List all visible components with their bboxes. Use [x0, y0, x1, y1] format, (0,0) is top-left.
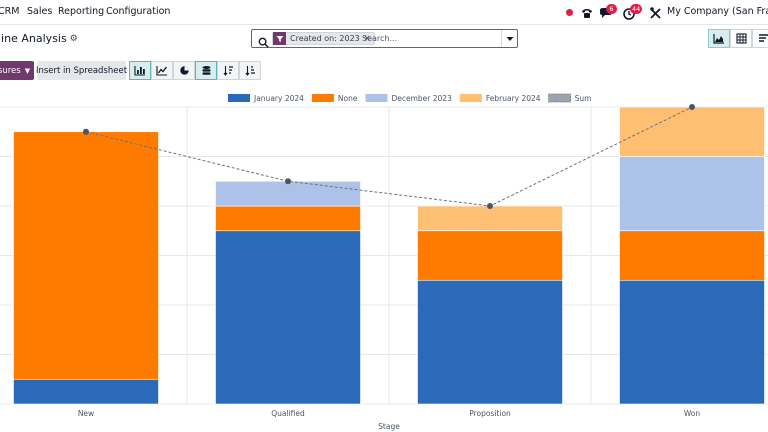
- legend-swatch: [311, 94, 334, 102]
- activity-badge: 44: [630, 4, 643, 14]
- legend-swatch: [365, 94, 388, 102]
- chat-badge: 6: [606, 4, 617, 14]
- pie-chart-button[interactable]: [173, 61, 195, 80]
- filter-icon: [273, 32, 286, 45]
- list-view-button[interactable]: [752, 29, 768, 48]
- legend-swatch: [228, 94, 250, 102]
- activity-dot[interactable]: [566, 9, 573, 16]
- bar-segment[interactable]: [417, 205, 563, 232]
- bar-segment[interactable]: [619, 106, 765, 157]
- menu-reporting[interactable]: Reporting: [58, 6, 105, 17]
- bar-segment[interactable]: [13, 378, 159, 405]
- pie-chart-icon: [179, 66, 189, 75]
- legend-label: December 2023: [391, 94, 452, 103]
- sum-point: [83, 128, 89, 135]
- clock-icon[interactable]: [621, 5, 637, 21]
- bar-chart-button[interactable]: [129, 61, 151, 80]
- stacked-bar-chart[interactable]: New Qualified Proposition Won Stage January 2…: [0, 88, 768, 432]
- x-axis-label: Stage: [378, 422, 400, 431]
- search-bar[interactable]: Created on: 2023 ✕: [251, 29, 518, 48]
- bar-chart-icon: [134, 66, 145, 76]
- stacked-toggle-button[interactable]: [195, 61, 217, 80]
- bar-segment[interactable]: [619, 230, 765, 281]
- line-chart-icon: [156, 66, 168, 76]
- page-title-text: line Analysis: [0, 32, 67, 45]
- x-tick-label: Won: [684, 409, 701, 418]
- legend-label: Sum: [575, 94, 592, 103]
- measures-button[interactable]: sures ▼: [0, 61, 34, 80]
- list-icon: [758, 34, 768, 42]
- tools-icon[interactable]: [648, 5, 664, 21]
- graph-view-button[interactable]: [708, 29, 730, 48]
- company-switcher[interactable]: My Company (San Francisco): [667, 6, 768, 17]
- sort-ascending-icon: [245, 66, 255, 76]
- legend-label: None: [338, 94, 358, 103]
- top-navbar: CRM Sales Reporting Configuration 6 44 M…: [0, 0, 768, 25]
- page-title: line Analysis ⚙: [0, 32, 78, 45]
- graph-chart[interactable]: New Qualified Proposition Won Stage January 2…: [0, 88, 768, 432]
- sum-point: [487, 203, 493, 209]
- x-tick-label: Proposition: [469, 409, 511, 418]
- insert-spreadsheet-button[interactable]: Insert in Spreadsheet: [35, 61, 128, 80]
- legend-label: January 2024: [253, 94, 304, 103]
- bar-segment[interactable]: [13, 131, 159, 380]
- search-facet: Created on: 2023 ✕: [272, 32, 376, 45]
- app-name[interactable]: CRM: [0, 6, 20, 17]
- table-icon: [735, 33, 747, 44]
- legend-swatch: [548, 93, 571, 103]
- legend-label: February 2024: [486, 94, 541, 103]
- facet-label: Created on: 2023: [290, 34, 360, 43]
- sort-ascending-button[interactable]: [239, 61, 261, 80]
- measures-label: sures: [0, 65, 21, 76]
- x-tick-label: New: [78, 409, 94, 418]
- legend-swatch: [459, 94, 482, 102]
- area-chart-icon: [713, 34, 724, 44]
- gear-icon[interactable]: ⚙: [69, 34, 78, 44]
- bar-segment[interactable]: [417, 279, 563, 405]
- insert-spreadsheet-label: Insert in Spreadsheet: [35, 65, 128, 76]
- sum-point: [285, 178, 291, 185]
- search-options-toggle[interactable]: [501, 30, 517, 47]
- search-input[interactable]: [362, 32, 502, 45]
- sort-descending-icon: [223, 66, 233, 76]
- sum-point: [689, 104, 695, 110]
- bar-segment[interactable]: [619, 279, 765, 405]
- x-tick-label: Qualified: [271, 409, 305, 418]
- bar-segment[interactable]: [417, 230, 563, 281]
- bar-segment[interactable]: [215, 205, 361, 232]
- bar-segment[interactable]: [215, 180, 361, 207]
- stacked-icon: [202, 66, 210, 75]
- pivot-view-button[interactable]: [730, 29, 752, 48]
- sort-descending-button[interactable]: [217, 61, 239, 80]
- bar-segment[interactable]: [215, 230, 361, 405]
- menu-sales[interactable]: Sales: [27, 6, 53, 17]
- menu-configuration[interactable]: Configuration: [106, 6, 171, 17]
- caret-down-icon: ▼: [24, 66, 31, 75]
- search-icon[interactable]: [258, 33, 269, 52]
- line-chart-button[interactable]: [151, 61, 173, 80]
- bar-segment[interactable]: [619, 156, 765, 232]
- phone-icon[interactable]: [579, 5, 595, 21]
